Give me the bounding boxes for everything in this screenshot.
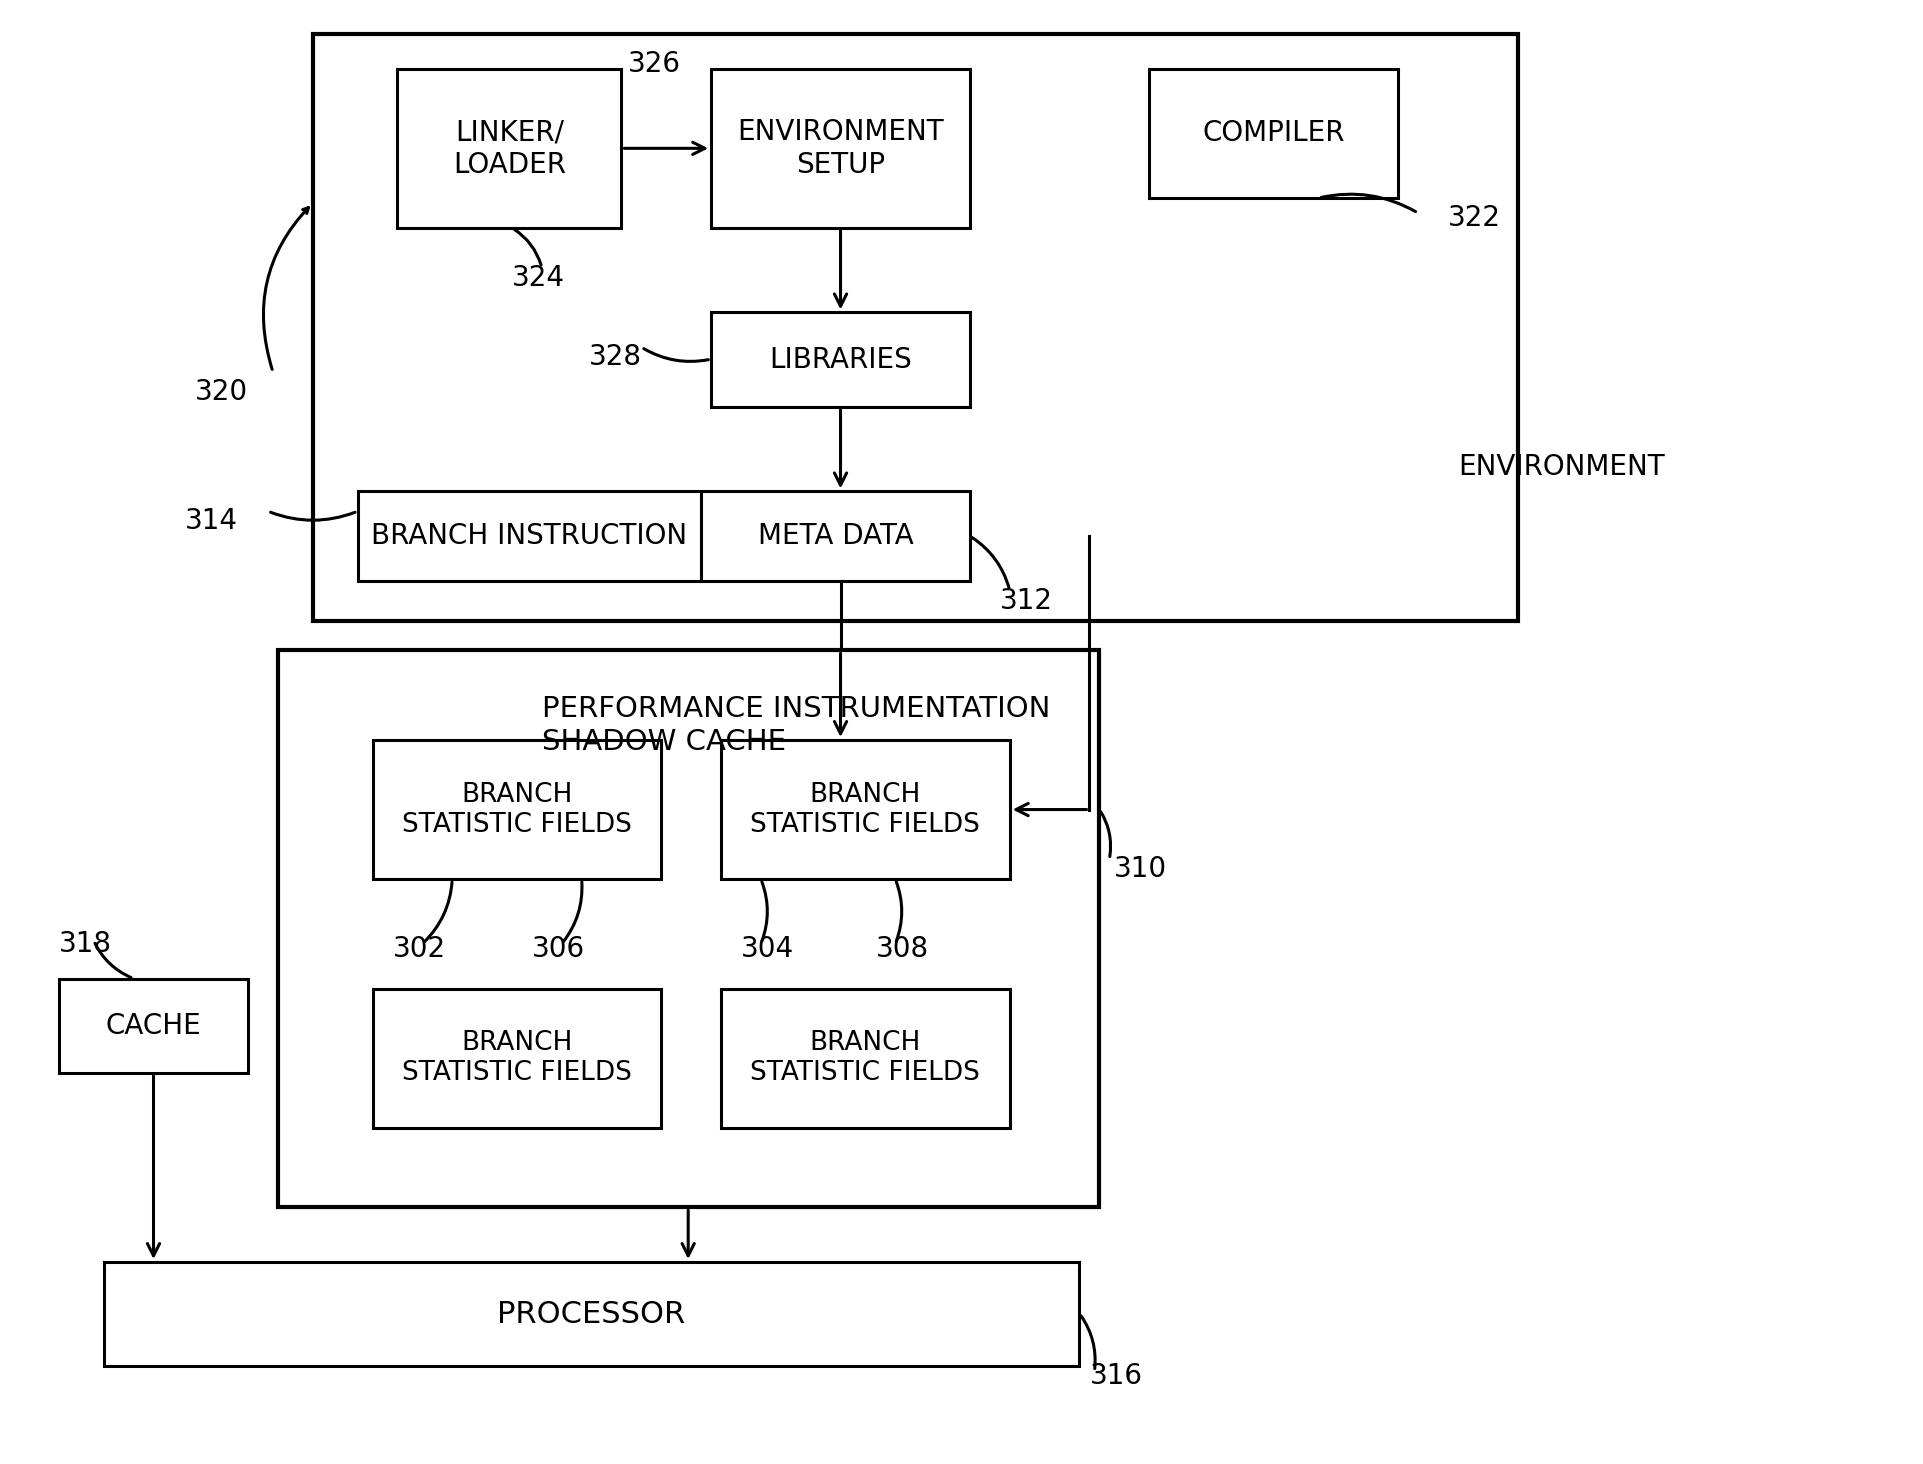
Bar bbox=[1148, 69, 1398, 198]
Text: ENVIRONMENT
SETUP: ENVIRONMENT SETUP bbox=[737, 119, 944, 179]
Bar bbox=[398, 69, 621, 228]
Text: 326: 326 bbox=[629, 50, 681, 78]
Bar bbox=[373, 739, 662, 880]
Text: LINKER/
LOADER: LINKER/ LOADER bbox=[452, 119, 565, 179]
Bar bbox=[277, 650, 1098, 1208]
Text: META DATA: META DATA bbox=[758, 523, 913, 550]
Text: 316: 316 bbox=[1088, 1363, 1142, 1391]
Text: 306: 306 bbox=[531, 934, 585, 963]
Text: 328: 328 bbox=[588, 343, 640, 372]
Bar bbox=[712, 312, 969, 407]
Text: BRANCH INSTRUCTION: BRANCH INSTRUCTION bbox=[371, 523, 687, 550]
Text: PROCESSOR: PROCESSOR bbox=[498, 1300, 685, 1329]
Text: 304: 304 bbox=[740, 934, 794, 963]
Text: BRANCH
STATISTIC FIELDS: BRANCH STATISTIC FIELDS bbox=[402, 1031, 631, 1086]
Text: BRANCH
STATISTIC FIELDS: BRANCH STATISTIC FIELDS bbox=[750, 1031, 981, 1086]
Text: ENVIRONMENT: ENVIRONMENT bbox=[1458, 452, 1663, 480]
Bar bbox=[700, 492, 969, 581]
Bar bbox=[721, 739, 1010, 880]
Text: BRANCH
STATISTIC FIELDS: BRANCH STATISTIC FIELDS bbox=[402, 782, 631, 837]
Bar bbox=[313, 34, 1517, 621]
Text: 312: 312 bbox=[1000, 587, 1052, 615]
Bar bbox=[712, 69, 969, 228]
Text: 320: 320 bbox=[194, 378, 248, 406]
Text: BRANCH
STATISTIC FIELDS: BRANCH STATISTIC FIELDS bbox=[750, 782, 981, 837]
Text: 318: 318 bbox=[60, 930, 112, 957]
Text: PERFORMANCE INSTRUMENTATION
SHADOW CACHE: PERFORMANCE INSTRUMENTATION SHADOW CACHE bbox=[542, 695, 1050, 755]
Text: COMPILER: COMPILER bbox=[1202, 120, 1344, 148]
Text: LIBRARIES: LIBRARIES bbox=[769, 346, 912, 373]
Text: 308: 308 bbox=[875, 934, 929, 963]
Bar bbox=[104, 1262, 1079, 1366]
Text: 302: 302 bbox=[392, 934, 446, 963]
Text: 324: 324 bbox=[512, 264, 565, 291]
Bar bbox=[60, 978, 248, 1073]
Text: 322: 322 bbox=[1448, 203, 1500, 231]
Bar bbox=[373, 988, 662, 1127]
Bar bbox=[721, 988, 1010, 1127]
Bar bbox=[358, 492, 700, 581]
Text: 310: 310 bbox=[1113, 855, 1167, 883]
Text: CACHE: CACHE bbox=[106, 1012, 202, 1039]
Text: 314: 314 bbox=[185, 507, 238, 536]
